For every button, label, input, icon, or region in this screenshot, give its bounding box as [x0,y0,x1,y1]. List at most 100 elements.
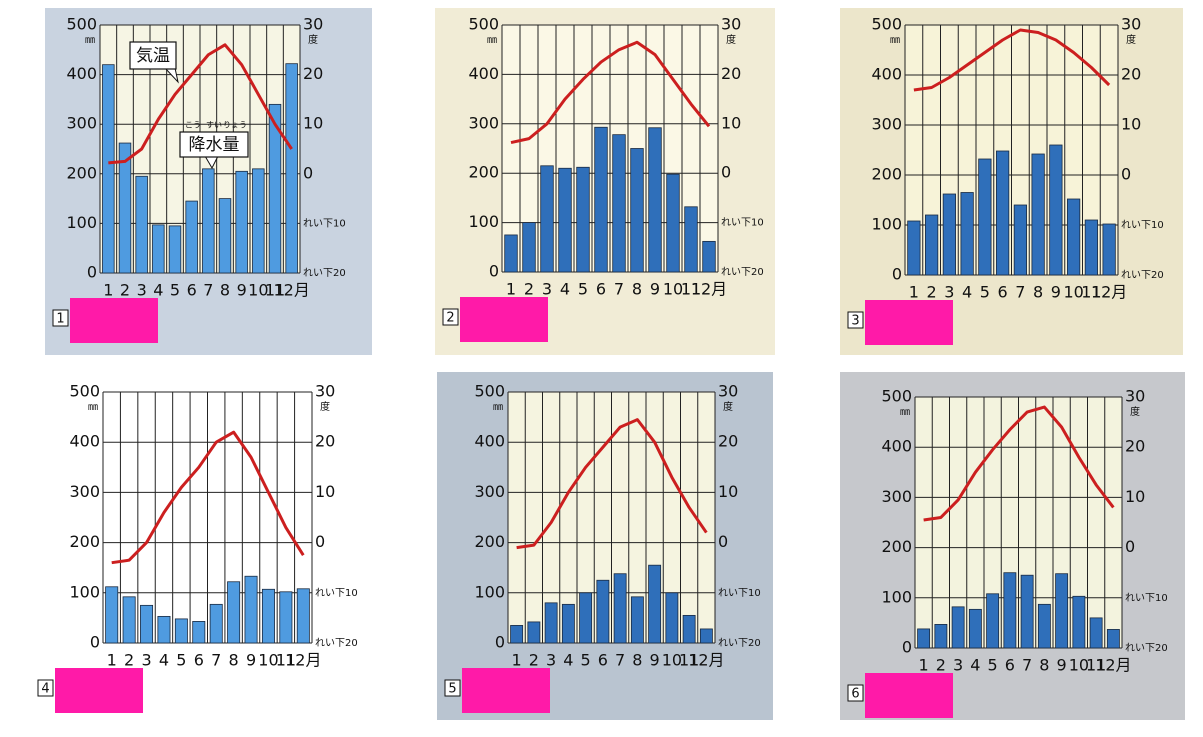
y-tick-label: 400 [69,432,100,451]
y2-tick-label: 0 [1121,165,1131,184]
x-tick-label: 11 [1081,283,1101,302]
y-tick-label: 400 [66,64,97,83]
y2-tick-label: 30 [1125,387,1145,406]
precipitation-bar [227,581,241,644]
y-tick-label: 300 [69,482,100,501]
precipitation-bar [960,192,974,276]
x-tick-label: 3 [546,651,556,670]
x-tick-label: 10 [258,651,278,670]
callout-box [179,131,249,158]
annotation: 降水量 [189,135,240,155]
x-tick-label: 8 [229,651,239,670]
annotation-ruby: りょう [223,121,247,130]
precipitation-bar [666,173,680,273]
x-tick-label: 3 [137,281,147,300]
x-tick-label: 9 [650,280,660,299]
x-tick-label: 12月 [285,651,321,670]
precipitation-bar [544,602,558,644]
precipitation-bar [1049,144,1063,276]
x-tick-label: 8 [1039,656,1049,675]
y2-tick-label: 30 [1121,15,1141,34]
x-tick-label: 7 [1015,283,1025,302]
precipitation-bar [1084,219,1098,276]
precipitation-bar [942,193,956,276]
x-tick-label: 12月 [691,280,727,299]
x-tick-label: 8 [632,280,642,299]
callout-box [129,41,177,70]
temperature-line [516,418,708,550]
precipitation-bar [978,158,992,276]
precipitation-bar [630,596,644,644]
y-tick-label: 500 [66,15,97,34]
x-tick-label: 11 [679,651,699,670]
y2-tick-label: れい下20 [718,637,761,649]
y-tick-label: 500 [871,15,902,34]
precipitation-bar [1031,153,1045,276]
temperature-line [510,40,711,145]
precipitation-bar [296,588,310,644]
precipitation-bar [665,592,679,644]
precipitation-bar [925,214,939,276]
precipitation-bar [268,103,282,274]
redaction [865,673,953,718]
x-tick-label: 2 [524,280,534,299]
y2-unit: 度 [726,33,736,46]
y-tick-label: 300 [66,114,97,133]
precipitation-bar [561,603,575,644]
x-tick-label: 2 [927,283,937,302]
x-tick-label: 3 [944,283,954,302]
redaction [462,668,550,713]
y-tick-label: 300 [468,113,499,132]
y2-tick-label: れい下10 [1125,592,1168,604]
x-tick-label: 5 [578,280,588,299]
precipitation-bar [118,142,132,274]
precipitation-bar [218,198,232,274]
panel-number: 6 [851,687,859,702]
x-tick-label: 3 [953,656,963,675]
x-tick-label: 12月 [688,651,724,670]
precipitation-bar [682,614,696,644]
x-tick-label: 1 [919,656,929,675]
y2-tick-label: 30 [315,382,335,401]
precipitation-bar [1089,617,1103,649]
precipitation-bar [596,579,610,644]
precipitation-bar [261,588,275,644]
x-tick-label: 4 [159,651,169,670]
y2-unit: 度 [320,400,330,413]
y-tick-label: 500 [474,382,505,401]
x-tick-label: 4 [970,656,980,675]
annotation-ruby: すい [206,121,222,130]
x-tick-label: 10 [1063,283,1083,302]
precipitation-bar [1013,204,1027,276]
precipitation-bar [684,206,698,273]
y2-tick-label: 10 [721,113,741,132]
precipitation-bar [540,165,554,273]
precipitation-bar [152,224,165,274]
y-tick-label: 0 [902,638,912,657]
x-tick-label: 7 [203,281,213,300]
precipitation-bar [968,608,982,649]
y2-tick-label: 10 [315,482,335,501]
x-tick-label: 7 [615,651,625,670]
y-unit: ㎜ [487,35,497,46]
x-tick-label: 8 [632,651,642,670]
precipitation-bar [630,148,644,273]
y2-tick-label: 10 [1125,487,1145,506]
precipitation-bar [244,575,258,644]
y2-tick-label: 30 [721,15,741,34]
x-tick-label: 6 [187,281,197,300]
panel-number: 1 [56,312,64,327]
y-tick-label: 0 [495,633,505,652]
precipitation-bar [934,624,948,649]
y-tick-label: 100 [871,215,902,234]
x-tick-label: 7 [614,280,624,299]
precipitation-bar [986,593,1000,649]
y-tick-label: 500 [468,15,499,34]
panel-number: 3 [851,314,859,329]
y2-tick-label: れい下10 [315,587,358,599]
